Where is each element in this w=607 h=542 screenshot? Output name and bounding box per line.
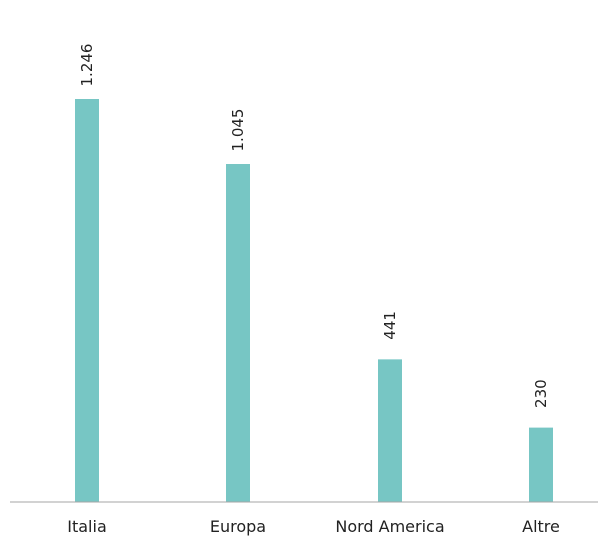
data-label-italia: 1.246 bbox=[78, 44, 96, 87]
x-tick-labels-group: Italia Europa Nord America Altre bbox=[67, 517, 560, 536]
x-tick-label-altre: Altre bbox=[522, 517, 560, 536]
bar-italia bbox=[75, 99, 99, 502]
x-tick-label-europa: Europa bbox=[210, 517, 266, 536]
data-label-nord-america: 441 bbox=[381, 311, 399, 340]
data-label-europa: 1.045 bbox=[229, 109, 247, 152]
bars-group bbox=[75, 99, 553, 502]
x-tick-label-nord-america: Nord America bbox=[335, 517, 444, 536]
bar-europa bbox=[226, 164, 250, 502]
bar-nord-america bbox=[378, 359, 402, 502]
bar-altre bbox=[529, 427, 553, 502]
data-label-altre: 230 bbox=[532, 379, 550, 408]
value-labels-group: 1.246 1.045 441 230 bbox=[78, 44, 550, 408]
x-tick-label-italia: Italia bbox=[67, 517, 107, 536]
